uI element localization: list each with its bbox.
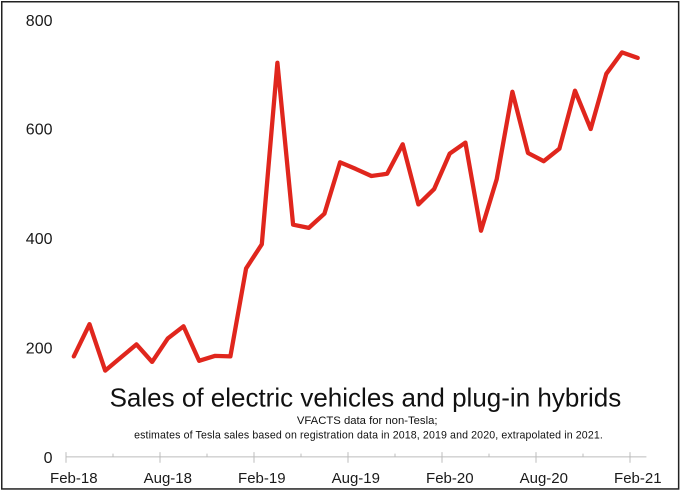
svg-text:estimates of Tesla sales based: estimates of Tesla sales based on regist… [134,429,603,441]
svg-text:200: 200 [26,340,53,357]
svg-text:Feb-18: Feb-18 [50,470,98,487]
svg-text:Aug-20: Aug-20 [520,470,568,487]
svg-text:Feb-19: Feb-19 [238,470,286,487]
svg-text:VFACTS data for non-Tesla;: VFACTS data for non-Tesla; [297,415,438,427]
svg-text:800: 800 [26,13,53,30]
svg-text:400: 400 [26,231,53,248]
svg-text:600: 600 [26,122,53,139]
svg-text:Sales of electric vehicles and: Sales of electric vehicles and plug-in h… [110,382,622,412]
svg-text:Feb-20: Feb-20 [426,470,474,487]
svg-text:0: 0 [44,450,53,467]
svg-text:Aug-18: Aug-18 [144,470,192,487]
svg-text:Aug-19: Aug-19 [332,470,380,487]
svg-text:Feb-21: Feb-21 [614,470,662,487]
